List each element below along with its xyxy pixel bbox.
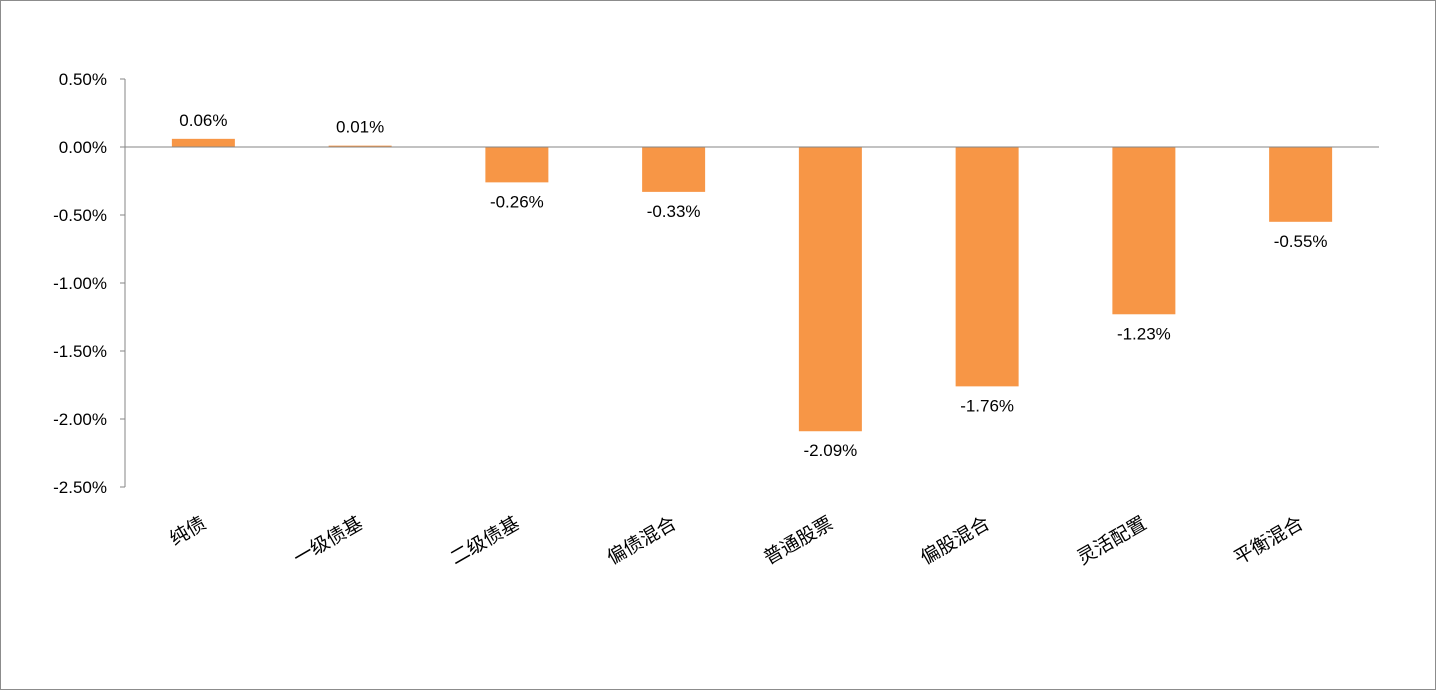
bar <box>642 147 706 192</box>
category-label: 灵活配置 <box>1074 512 1151 569</box>
bar <box>955 147 1019 387</box>
data-label: -0.33% <box>647 202 701 221</box>
bars <box>171 138 1333 432</box>
category-label: 纯债 <box>166 512 210 550</box>
y-axis: 0.50% 0.00% -0.50% -1.00% -1.50% -2.00% -2.50% <box>53 70 126 497</box>
data-label: -1.76% <box>960 396 1014 415</box>
bar <box>1112 147 1176 315</box>
bar <box>798 147 862 432</box>
y-tick-label: -2.00% <box>53 410 107 429</box>
data-label: 0.01% <box>336 118 384 137</box>
y-tick-label: -1.00% <box>53 274 107 293</box>
bar <box>485 147 549 183</box>
category-label: 普通股票 <box>760 512 837 569</box>
category-label: 平衡混合 <box>1230 512 1307 569</box>
category-label: 二级债基 <box>447 512 524 569</box>
category-labels: 纯债 一级债基 二级债基 偏债混合 普通股票 偏股混合 灵活配置 平衡混合 <box>166 512 1307 569</box>
bar <box>171 138 235 147</box>
y-tick-label: -1.50% <box>53 342 107 361</box>
y-tick-label: 0.50% <box>59 70 107 89</box>
y-tick-label: -2.50% <box>53 478 107 497</box>
data-label: 0.06% <box>179 111 227 130</box>
bar <box>1269 147 1333 222</box>
bar <box>328 145 392 147</box>
data-labels: 0.06% 0.01% -0.26% -0.33% -2.09% -1.76% -1.23%… <box>179 111 1327 460</box>
category-label: 偏债混合 <box>603 512 680 569</box>
category-label: 一级债基 <box>290 512 367 569</box>
y-tick-label: -0.50% <box>53 206 107 225</box>
category-label: 偏股混合 <box>917 512 994 569</box>
data-label: -0.26% <box>490 192 544 211</box>
y-tick-label: 0.00% <box>59 138 107 157</box>
data-label: -1.23% <box>1117 324 1171 343</box>
data-label: -2.09% <box>803 441 857 460</box>
data-label: -0.55% <box>1274 232 1328 251</box>
